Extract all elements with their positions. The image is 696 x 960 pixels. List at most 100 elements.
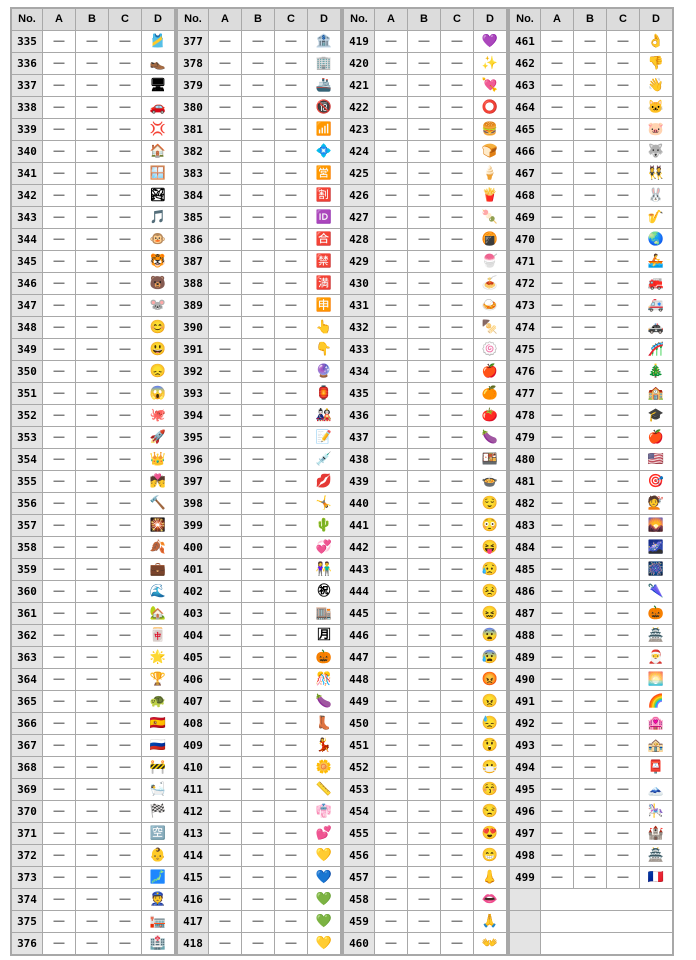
emoji-icon: 🇫🇷 — [639, 866, 674, 889]
emoji-icon: 🇺🇸 — [639, 448, 674, 471]
emoji-icon: 🐻 — [141, 272, 176, 295]
column-header: D — [307, 7, 342, 31]
empty-cell-dash: — — [75, 404, 109, 427]
empty-cell-dash: — — [606, 470, 640, 493]
emoji-icon: 👢 — [307, 712, 342, 735]
empty-cell-dash: — — [440, 118, 474, 141]
table-row: 450— — — 😓 — [342, 712, 508, 735]
empty-cell-dash: — — [42, 470, 76, 493]
row-number: 450 — [342, 712, 375, 735]
empty-cell-dash: — — [606, 492, 640, 515]
emoji-icon: 📏 — [307, 778, 342, 801]
empty-cell-dash: — — [573, 734, 607, 757]
emoji-icon: 🐯 — [141, 250, 176, 273]
empty-cell-dash: — — [241, 624, 275, 647]
empty-cell-dash: — — [108, 844, 142, 867]
table-row: 471— — — 🚣 — [508, 250, 674, 273]
table-row: 429— — — 🍧 — [342, 250, 508, 273]
table-row: 420— — — ✨ — [342, 52, 508, 75]
row-number: 485 — [508, 558, 541, 581]
empty-cell-dash: — — [440, 756, 474, 779]
emoji-icon: 🍆 — [473, 426, 508, 449]
empty-cell-dash: — — [42, 52, 76, 75]
table-row: 462— — — 👎 — [508, 52, 674, 75]
empty-cell-dash: — — [208, 404, 242, 427]
emoji-icon: 😲 — [473, 734, 508, 757]
row-number: 489 — [508, 646, 541, 669]
empty-cell-dash: — — [540, 162, 574, 185]
emoji-icon: 🪟 — [141, 162, 176, 185]
empty-cell-dash: — — [241, 382, 275, 405]
empty-cell-dash: — — [573, 52, 607, 75]
table-row: 440— — — 😌 — [342, 492, 508, 515]
table-row: 445— — — 😖 — [342, 602, 508, 625]
empty-cell-dash: — — [374, 426, 408, 449]
table-row: 344— — — 🐵 — [10, 228, 176, 251]
empty-cell-dash: — — [440, 74, 474, 97]
empty-cell-dash: — — [540, 712, 574, 735]
table-row: 398— — — 🤸 — [176, 492, 342, 515]
table-row: 467— — — 👯 — [508, 162, 674, 185]
emoji-icon: 💢 — [141, 118, 176, 141]
row-number: 468 — [508, 184, 541, 207]
emoji-icon: 🌄 — [639, 514, 674, 537]
empty-cell-dash: — — [241, 822, 275, 845]
empty-cell-dash: — — [606, 558, 640, 581]
empty-cell-dash: — — [42, 690, 76, 713]
table-row: 341— — — 🪟 — [10, 162, 176, 185]
row-number: 423 — [342, 118, 375, 141]
table-row: 360— — — 🌊 — [10, 580, 176, 603]
empty-cell-dash: — — [208, 580, 242, 603]
empty-cell-dash: — — [606, 360, 640, 383]
empty-cell-dash: — — [274, 558, 308, 581]
empty-cell-dash: — — [208, 140, 242, 163]
table-row: 497— — — 🏰 — [508, 822, 674, 845]
empty-cell-dash: — — [75, 800, 109, 823]
empty-cell-dash: — — [274, 294, 308, 317]
row-number: 414 — [176, 844, 209, 867]
empty-cell-dash: — — [573, 426, 607, 449]
column-header: C — [274, 7, 308, 31]
empty-cell-dash: — — [374, 30, 408, 53]
empty-cell-dash: — — [374, 778, 408, 801]
empty-cell-dash: — — [108, 712, 142, 735]
row-number: 478 — [508, 404, 541, 427]
table-row: 434— — — 🍎 — [342, 360, 508, 383]
empty-cell-dash: — — [208, 316, 242, 339]
empty-cell-dash: — — [540, 602, 574, 625]
row-number: 464 — [508, 96, 541, 119]
row-number: 499 — [508, 866, 541, 889]
row-number: 409 — [176, 734, 209, 757]
table-row: 414— — — 💛 — [176, 844, 342, 867]
table-row: 338— — — 🚗 — [10, 96, 176, 119]
empty-cell-dash: — — [540, 624, 574, 647]
empty-cell-dash: — — [108, 96, 142, 119]
empty-cell-dash: — — [42, 404, 76, 427]
empty-cell-dash: — — [208, 228, 242, 251]
emoji-icon: 🎎 — [307, 404, 342, 427]
empty-cell-dash: — — [274, 96, 308, 119]
empty-cell-dash: — — [440, 426, 474, 449]
table-row: 403— — — 🏬 — [176, 602, 342, 625]
empty-cell-dash: — — [75, 294, 109, 317]
empty-cell-dash: — — [75, 250, 109, 273]
row-number: 481 — [508, 470, 541, 493]
emoji-icon: 🇪🇸 — [141, 712, 176, 735]
table-row: 498— — — 🏯 — [508, 844, 674, 867]
table-row: 493— — — 🏤 — [508, 734, 674, 757]
table-row: 405— — — 🎃 — [176, 646, 342, 669]
empty-cell-dash: — — [241, 52, 275, 75]
empty-cell-dash: — — [374, 602, 408, 625]
table-row: 415— — — 💙 — [176, 866, 342, 889]
empty-cell-dash: — — [606, 756, 640, 779]
empty-cell-dash: — — [108, 74, 142, 97]
table-row: 419— — — 💜 — [342, 30, 508, 53]
row-number: 352 — [10, 404, 43, 427]
table-row: 336— — — 👞 — [10, 52, 176, 75]
empty-cell-dash: — — [42, 96, 76, 119]
emoji-icon: 🏦 — [307, 30, 342, 53]
empty-cell-dash: — — [407, 140, 441, 163]
empty-cell-dash: — — [573, 272, 607, 295]
empty-cell-dash: — — [274, 382, 308, 405]
empty-cell-dash: — — [374, 866, 408, 889]
